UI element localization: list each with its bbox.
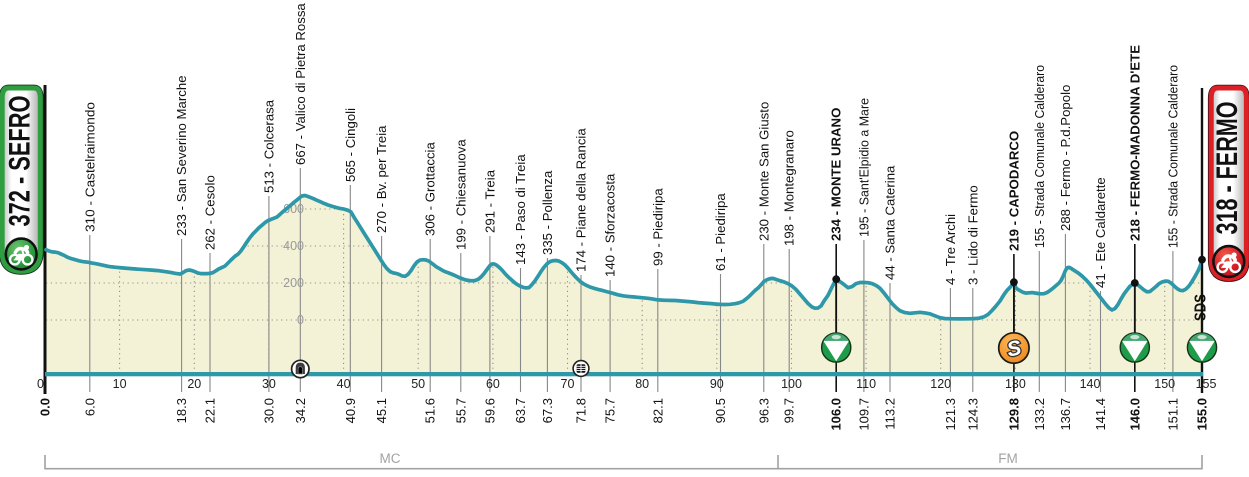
svg-text:22.1: 22.1 bbox=[203, 398, 218, 423]
svg-text:109.7: 109.7 bbox=[856, 398, 871, 431]
svg-text:40: 40 bbox=[337, 377, 351, 391]
svg-text:199 - Chiesanuova: 199 - Chiesanuova bbox=[453, 139, 468, 250]
svg-text:50: 50 bbox=[411, 377, 425, 391]
svg-text:310 - Castelraimondo: 310 - Castelraimondo bbox=[82, 102, 97, 232]
svg-text:0: 0 bbox=[297, 313, 304, 327]
svg-text:0.0: 0.0 bbox=[38, 398, 53, 416]
svg-text:4 - Tre Archi: 4 - Tre Archi bbox=[943, 214, 958, 285]
svg-text:MC: MC bbox=[380, 451, 401, 466]
svg-text:FM: FM bbox=[998, 451, 1018, 466]
svg-text:10: 10 bbox=[113, 377, 127, 391]
svg-text:288 - Fermo - P.d.Popolo: 288 - Fermo - P.d.Popolo bbox=[1058, 85, 1073, 231]
svg-text:151.1: 151.1 bbox=[1165, 398, 1180, 431]
svg-text:71.8: 71.8 bbox=[574, 398, 589, 423]
svg-text:129.8: 129.8 bbox=[1006, 398, 1021, 431]
svg-text:200: 200 bbox=[283, 276, 304, 290]
svg-text:44 - Santa Caterina: 44 - Santa Caterina bbox=[883, 165, 898, 280]
svg-text:90.5: 90.5 bbox=[713, 398, 728, 423]
svg-text:155.0: 155.0 bbox=[1195, 398, 1210, 431]
svg-text:335 - Pollenza: 335 - Pollenza bbox=[540, 170, 555, 255]
svg-text:262 - Cesolo: 262 - Cesolo bbox=[203, 175, 218, 250]
svg-text:219 - CAPODARCO: 219 - CAPODARCO bbox=[1006, 131, 1021, 251]
svg-text:60: 60 bbox=[486, 377, 500, 391]
svg-text:30: 30 bbox=[262, 377, 276, 391]
svg-text:63.7: 63.7 bbox=[513, 398, 528, 423]
svg-text:70: 70 bbox=[561, 377, 575, 391]
svg-text:218 - FERMO-MADONNA D'ETE: 218 - FERMO-MADONNA D'ETE bbox=[1127, 45, 1142, 241]
svg-text:75.7: 75.7 bbox=[603, 398, 618, 423]
svg-text:18.3: 18.3 bbox=[174, 398, 189, 423]
svg-text:99.7: 99.7 bbox=[782, 398, 797, 423]
svg-text:106.0: 106.0 bbox=[829, 398, 844, 431]
svg-text:150: 150 bbox=[1154, 377, 1175, 391]
svg-text:155: 155 bbox=[1196, 377, 1217, 391]
svg-text:140 - Sforzacosta: 140 - Sforzacosta bbox=[603, 173, 618, 277]
svg-text:121.3: 121.3 bbox=[943, 398, 958, 431]
svg-text:90: 90 bbox=[710, 377, 724, 391]
svg-text:174 - Piane della Rancia: 174 - Piane della Rancia bbox=[574, 128, 589, 272]
svg-text:41 - Ete Caldarette: 41 - Ete Caldarette bbox=[1093, 177, 1108, 288]
svg-text:61 - Piediripa: 61 - Piediripa bbox=[713, 193, 728, 271]
svg-text:155 - Strada Comunale Calderar: 155 - Strada Comunale Calderaro bbox=[1032, 65, 1047, 248]
svg-text:55.7: 55.7 bbox=[453, 398, 468, 423]
svg-text:100: 100 bbox=[781, 377, 802, 391]
svg-text:372 - SEFRO: 372 - SEFRO bbox=[4, 96, 37, 227]
svg-text:230 - Monte San Giusto: 230 - Monte San Giusto bbox=[756, 102, 771, 241]
svg-text:96.3: 96.3 bbox=[756, 398, 771, 423]
svg-text:120: 120 bbox=[930, 377, 951, 391]
svg-text:136.7: 136.7 bbox=[1058, 398, 1073, 431]
svg-text:20: 20 bbox=[187, 377, 201, 391]
svg-text:291 - Treia: 291 - Treia bbox=[482, 169, 497, 233]
svg-text:146.0: 146.0 bbox=[1127, 398, 1142, 431]
svg-text:306 - Grottaccia: 306 - Grottaccia bbox=[423, 142, 438, 236]
svg-text:233 - San Severino Marche: 233 - San Severino Marche bbox=[174, 75, 189, 236]
svg-text:3 - Lido di Fermo: 3 - Lido di Fermo bbox=[965, 185, 980, 285]
svg-text:34.2: 34.2 bbox=[293, 398, 308, 423]
svg-text:141.4: 141.4 bbox=[1093, 398, 1108, 431]
svg-text:67.3: 67.3 bbox=[540, 398, 555, 423]
svg-text:155 - Strada Comunale Calderar: 155 - Strada Comunale Calderaro bbox=[1165, 65, 1180, 248]
svg-text:SDS: SDS bbox=[1193, 294, 1210, 321]
svg-text:198 - Montegranaro: 198 - Montegranaro bbox=[782, 130, 797, 246]
svg-text:400: 400 bbox=[283, 239, 304, 253]
svg-text:667 - Valico di Pietra Rossa: 667 - Valico di Pietra Rossa bbox=[293, 3, 308, 165]
svg-text:80: 80 bbox=[635, 377, 649, 391]
svg-text:S: S bbox=[1005, 336, 1023, 361]
svg-text:124.3: 124.3 bbox=[965, 398, 980, 431]
svg-text:113.2: 113.2 bbox=[883, 398, 898, 430]
svg-text:0: 0 bbox=[37, 377, 44, 391]
svg-text:140: 140 bbox=[1080, 377, 1101, 391]
svg-text:45.1: 45.1 bbox=[374, 398, 389, 423]
svg-text:110: 110 bbox=[856, 377, 876, 391]
svg-text:565 - Cingoli: 565 - Cingoli bbox=[343, 108, 358, 182]
svg-text:30.0: 30.0 bbox=[261, 398, 276, 423]
svg-text:6.0: 6.0 bbox=[82, 398, 97, 416]
svg-text:270 - Bv. per Treia: 270 - Bv. per Treia bbox=[374, 125, 389, 233]
svg-text:82.1: 82.1 bbox=[650, 398, 665, 423]
svg-text:133.2: 133.2 bbox=[1032, 398, 1047, 431]
svg-text:234 - MONTE URANO: 234 - MONTE URANO bbox=[829, 108, 844, 241]
svg-text:130: 130 bbox=[1005, 377, 1026, 391]
svg-text:513 - Colcerasa: 513 - Colcerasa bbox=[261, 99, 276, 193]
svg-text:99 - Piediripa: 99 - Piediripa bbox=[650, 188, 665, 266]
svg-text:318 - FERMO: 318 - FERMO bbox=[1211, 102, 1244, 235]
svg-text:195 - Sant'Elpidio a Mare: 195 - Sant'Elpidio a Mare bbox=[856, 98, 871, 237]
svg-text:143 - Paso di Treia: 143 - Paso di Treia bbox=[513, 154, 528, 265]
svg-text:59.6: 59.6 bbox=[482, 398, 497, 423]
svg-text:40.9: 40.9 bbox=[343, 398, 358, 423]
svg-text:51.6: 51.6 bbox=[423, 398, 438, 423]
